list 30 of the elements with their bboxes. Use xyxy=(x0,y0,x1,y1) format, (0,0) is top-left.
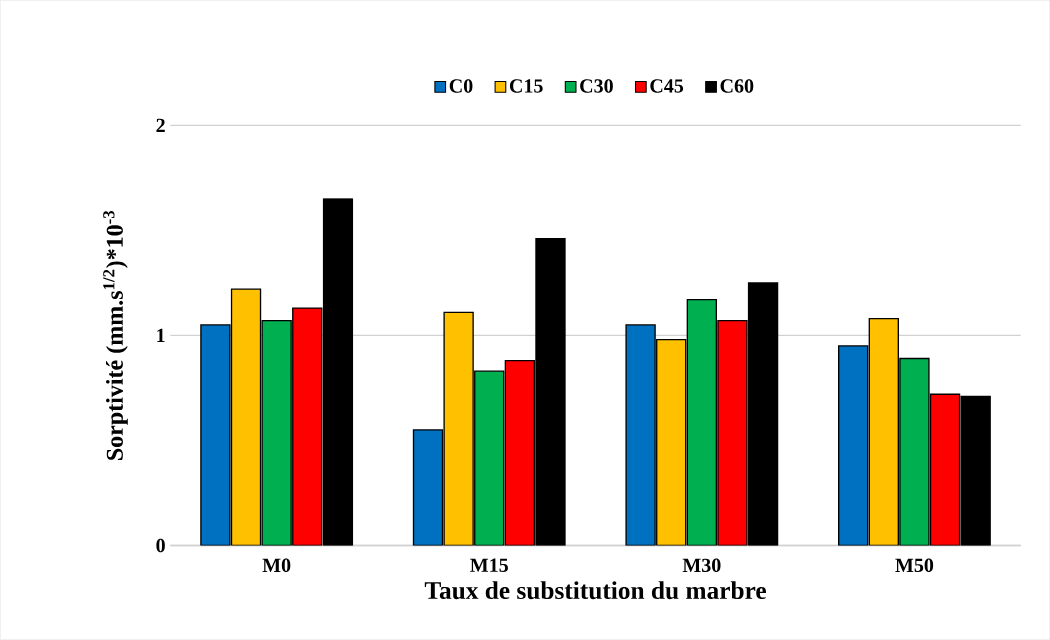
bar xyxy=(717,320,748,546)
bar xyxy=(474,370,505,546)
bar xyxy=(686,299,718,546)
x-axis-title: Taux de substitution du marbre xyxy=(424,581,766,600)
bar xyxy=(504,360,536,546)
legend-label: C0 xyxy=(449,79,473,93)
bar xyxy=(200,324,231,546)
legend-label: C45 xyxy=(650,79,684,93)
y-axis-title: Sorptivité (mm.s$^{1/2}$)*10$^{-3}$ xyxy=(103,210,128,460)
legend-label: C15 xyxy=(509,79,543,93)
legend-label: C60 xyxy=(720,79,754,93)
y-tick-label: 1 xyxy=(157,328,165,343)
y-tick-label: 2 xyxy=(156,118,165,133)
legend-label: C30 xyxy=(580,79,613,93)
x-tick-label: M15 xyxy=(470,558,508,573)
bar xyxy=(868,318,899,546)
bar xyxy=(412,429,444,546)
bar xyxy=(899,357,930,546)
x-tick-label: M0 xyxy=(262,558,291,573)
bar xyxy=(443,311,474,546)
x-tick-label: M50 xyxy=(895,558,934,573)
bar xyxy=(929,393,961,546)
bar xyxy=(838,345,869,546)
y-tick-label: 0 xyxy=(156,538,165,553)
bar xyxy=(261,320,292,546)
bar xyxy=(230,288,262,546)
bar xyxy=(292,307,323,546)
bar xyxy=(656,339,687,546)
bar xyxy=(625,324,656,546)
x-tick-label: M30 xyxy=(682,558,721,573)
